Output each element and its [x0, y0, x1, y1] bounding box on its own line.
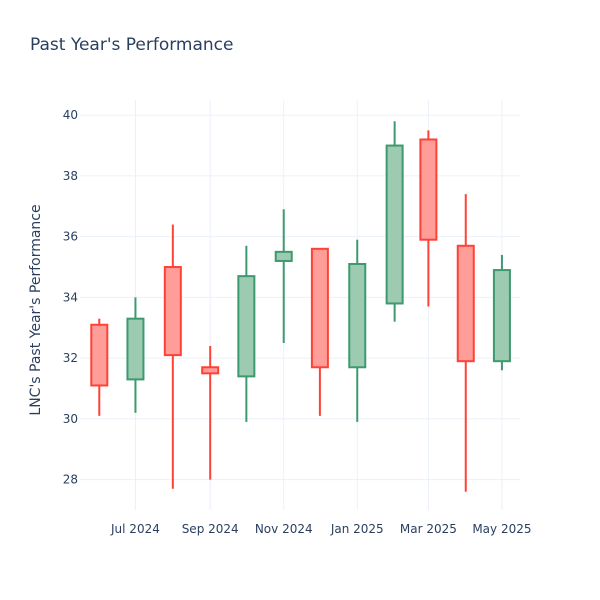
y-tick-label: 38	[63, 169, 78, 183]
candle-body	[492, 269, 511, 363]
candle-body	[163, 266, 182, 357]
candle-body	[126, 317, 145, 381]
x-tick-label: Nov 2024	[255, 522, 313, 536]
candle-decreasing	[90, 318, 109, 416]
y-tick-label: 36	[63, 230, 78, 244]
x-tick-label: Sep 2024	[182, 522, 239, 536]
axis-labels-layer: 28 30 32 34 36 38 40 Jul 2024 Sep 2024 Nov 2024 Ja…	[63, 108, 532, 536]
candle-increasing	[237, 245, 256, 422]
y-tick-label: 32	[63, 351, 78, 365]
x-tick-label: Jan 2025	[330, 522, 384, 536]
candle-body	[90, 323, 109, 387]
candle-body	[201, 366, 220, 375]
y-tick-label: 30	[63, 412, 78, 426]
candle-increasing	[126, 297, 145, 413]
x-tick-label: Jul 2024	[110, 522, 160, 536]
candle-body	[419, 138, 438, 241]
candle-body	[237, 275, 256, 378]
candle-increasing	[348, 239, 367, 422]
candle-body	[310, 247, 329, 369]
candle-body	[456, 244, 475, 363]
candle-body	[274, 250, 293, 262]
candle-decreasing	[419, 130, 438, 307]
candle-increasing	[385, 121, 404, 322]
candle-increasing	[274, 209, 293, 343]
candle-decreasing	[163, 224, 182, 489]
y-axis-label: LNC's Past Year's Performance	[28, 204, 44, 415]
candle-increasing	[492, 254, 511, 371]
y-tick-label: 40	[63, 108, 78, 122]
chart-title: Past Year's Performance	[30, 35, 234, 55]
candle-decreasing	[201, 346, 220, 480]
candle-body	[348, 263, 367, 369]
y-tick-label: 34	[63, 290, 78, 304]
candle-decreasing	[310, 247, 329, 416]
x-tick-label: May 2025	[472, 522, 531, 536]
y-tick-label: 28	[63, 473, 78, 487]
x-tick-label: Mar 2025	[400, 522, 457, 536]
candle-body	[385, 144, 404, 305]
candles-layer	[90, 121, 511, 492]
candle-decreasing	[456, 194, 475, 492]
